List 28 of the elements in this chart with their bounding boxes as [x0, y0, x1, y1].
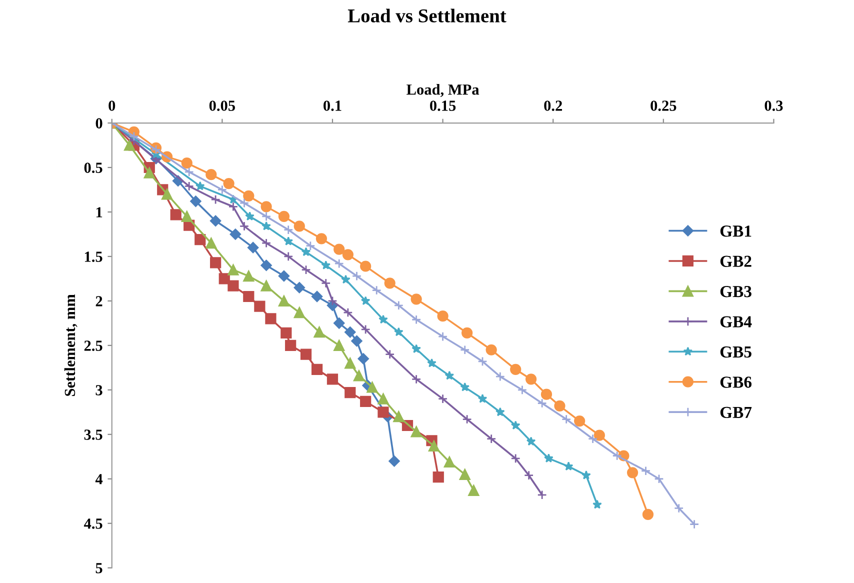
y-tick-label: 1.5	[84, 252, 102, 262]
legend-label: GB1	[720, 226, 752, 237]
x-tick-label: 0.25	[650, 100, 676, 111]
legend-label: GB7	[720, 406, 752, 418]
y-tick-label: 5	[96, 563, 102, 574]
x-tick-label: 0	[108, 100, 116, 111]
x-tick-label: 0.1	[324, 100, 342, 111]
y-tick-label: 0.5	[84, 162, 102, 174]
legend-label: GB4	[720, 316, 752, 328]
y-tick-label: 0	[96, 118, 102, 128]
legend-label: GB3	[720, 286, 752, 298]
y-tick-label: 4	[95, 474, 103, 484]
x-axis-title: Load, MPa	[406, 84, 480, 97]
x-tick-label: 0.3	[764, 100, 783, 111]
legend-label: GB6	[720, 376, 752, 388]
chart-title: Load vs Settlement	[348, 8, 506, 22]
x-tick-label: 0.05	[209, 100, 235, 111]
y-tick-label: 3	[96, 385, 102, 396]
y-tick-label: 4.5	[84, 518, 102, 529]
y-axis-title: Settlement, mm	[64, 294, 78, 396]
y-tick-label: 2	[96, 296, 102, 306]
y-tick-label: 1	[96, 207, 102, 218]
y-tick-label: 3.5	[84, 430, 102, 440]
y-tick-label: 2.5	[84, 340, 102, 351]
legend-label: GB5	[720, 346, 752, 358]
legend-label: GB2	[720, 256, 752, 267]
x-tick-label: 0.15	[430, 100, 456, 111]
x-tick-label: 0.2	[544, 100, 562, 111]
